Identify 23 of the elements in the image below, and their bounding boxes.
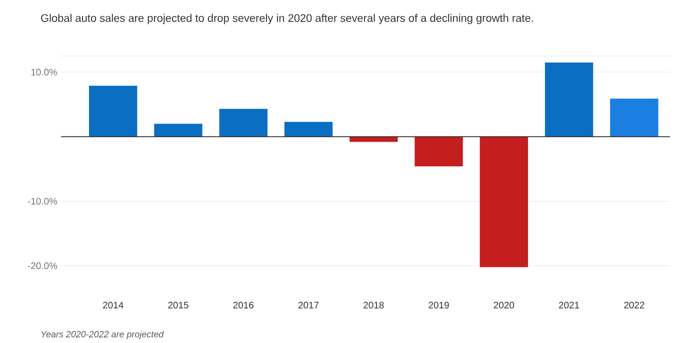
x-tick-label: 2018 [364,302,384,308]
bar [284,122,333,137]
x-tick-label: 2017 [298,302,319,308]
bar [610,98,658,137]
y-tick-label: 10.0% [31,68,58,76]
bar [414,136,463,166]
bar [480,136,528,268]
x-tick-label: 2022 [624,302,644,308]
chart-subtitle: Global auto sales are projected to drop severely in 2020 after several years of a declining growth rate. [41,14,533,24]
y-tick-label: -10.0% [28,198,58,205]
x-tick-label: 2021 [558,302,580,308]
x-tick-label: 2019 [428,302,449,308]
x-tick-label: 2020 [494,302,514,308]
bar [219,108,268,137]
x-tick-label: 2015 [168,302,188,308]
bar [350,136,398,142]
bar [89,86,138,137]
bar [154,124,202,137]
x-tick-label: 2014 [103,302,124,308]
bar [544,62,594,137]
x-tick-label: 2016 [233,302,254,308]
y-tick-label: -20.0% [28,262,58,270]
text: Years 2020-2022 are projected [41,330,164,340]
